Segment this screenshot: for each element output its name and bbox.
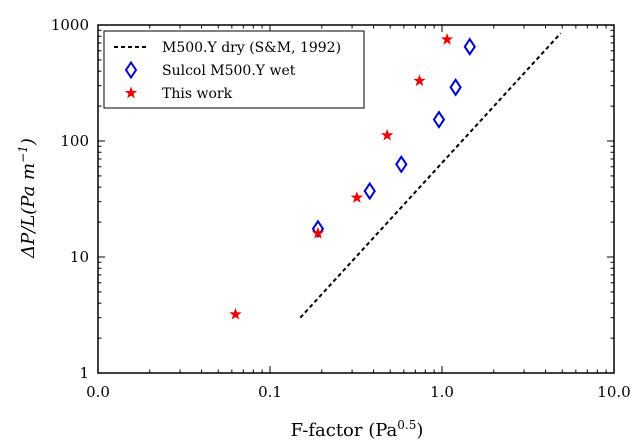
y-tick-label: 1000 [51, 16, 89, 34]
diamond-point [463, 37, 476, 57]
x-tick-label: 1.0 [430, 383, 454, 401]
diamond-point [432, 110, 446, 129]
legend: M500.Y dry (S&M, 1992) Sulcol M500.Y wet T… [103, 30, 365, 109]
star-point [413, 74, 426, 87]
legend-label: This work [162, 86, 233, 102]
star-point [229, 307, 242, 320]
diamond-point [395, 154, 408, 174]
diamond-point [363, 181, 376, 201]
plot-frame [97, 24, 615, 374]
x-tick-label: 0.1 [258, 383, 282, 401]
diamond-point [449, 78, 462, 97]
star-point [311, 226, 325, 239]
series-1 [311, 37, 476, 239]
star-point [380, 128, 394, 141]
legend-diamond-swatch [124, 60, 138, 80]
dashed-line [299, 32, 562, 319]
legend-box [103, 30, 365, 109]
y-tick-label: 1 [79, 364, 89, 382]
legend-label: Sulcol M500.Y wet [162, 63, 296, 79]
series-layer [229, 32, 562, 320]
axes [97, 24, 615, 374]
legend-label: M500.Y dry (S&M, 1992) [162, 40, 341, 56]
tick-labels: 0.0 0.1 1.0 10.0 1 10 100 1000 [51, 16, 631, 401]
diamond-point [311, 219, 325, 239]
series-0 [299, 32, 562, 319]
x-tick-label: 10.0 [597, 383, 630, 401]
star-point [440, 32, 454, 45]
y-tick-label: 100 [60, 132, 89, 150]
star-point [350, 191, 364, 203]
legend-star-swatch [124, 86, 138, 99]
x-tick-label: 0.0 [86, 383, 110, 401]
series-2 [229, 32, 454, 320]
y-axis-title: ΔP/L(Pa m−1) [16, 138, 39, 259]
tick-marks [97, 24, 615, 374]
y-tick-label: 10 [70, 248, 89, 266]
x-axis-title: F-factor (Pa0.5) [291, 418, 424, 441]
